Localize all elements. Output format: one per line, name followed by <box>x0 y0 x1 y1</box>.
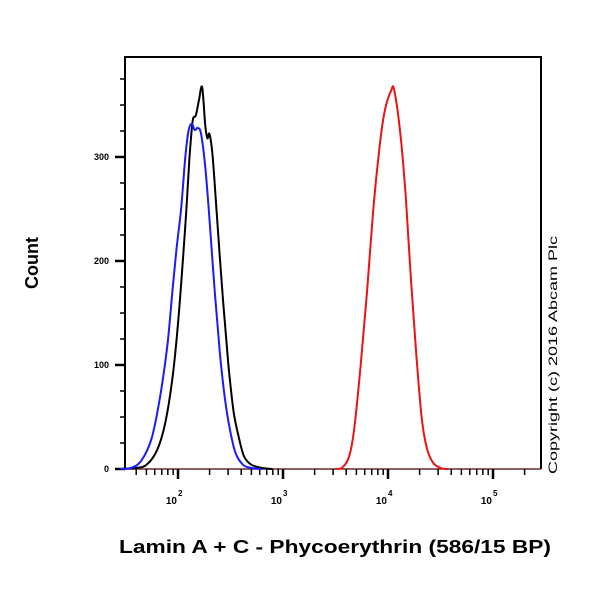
x-axis-title: Lamin A + C - Phycoerythrin (586/15 BP) <box>119 537 551 557</box>
series-unstained <box>120 122 263 470</box>
y-tick-label: 100 <box>94 360 109 370</box>
series-isotype-control <box>120 85 273 470</box>
series-layer <box>120 85 449 470</box>
plot-border <box>124 56 542 469</box>
x-tick-exponent: 5 <box>493 489 498 498</box>
y-tick-label: 0 <box>104 464 109 474</box>
x-tick-exponent: 4 <box>388 489 393 498</box>
x-tick-exponent: 3 <box>283 489 288 498</box>
x-tick-label: 10 <box>271 496 283 507</box>
copyright-annotation: Copyright (c) 2016 Abcam Plc <box>546 236 560 474</box>
y-axis-title: Count <box>22 237 42 289</box>
y-axis-ticks: 0 100 200 300 <box>94 78 125 474</box>
y-tick-label: 300 <box>94 152 109 162</box>
plot-frame <box>124 56 542 470</box>
x-tick-exponent: 2 <box>178 489 183 498</box>
x-tick-label: 10 <box>166 496 178 507</box>
x-tick-label: 10 <box>376 496 388 507</box>
series-lamin-a-c-pe <box>335 85 449 470</box>
x-tick-label: 10 <box>481 496 493 507</box>
y-tick-label: 200 <box>94 256 109 266</box>
